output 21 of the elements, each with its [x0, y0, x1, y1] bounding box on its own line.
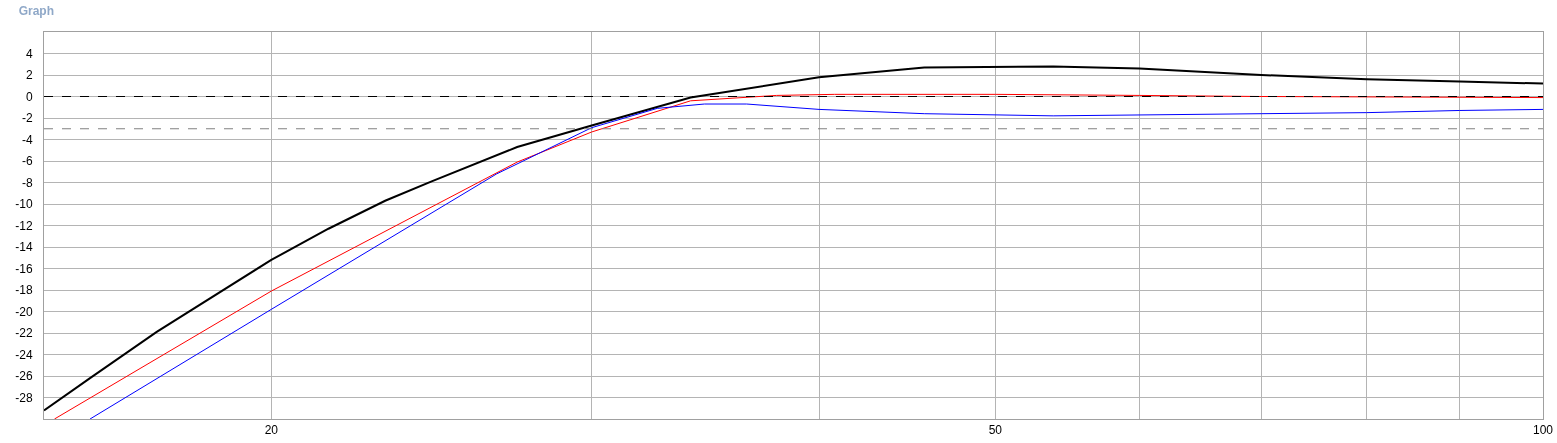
- y-tick-label: -8: [21, 175, 33, 190]
- y-tick-label: 4: [25, 46, 33, 61]
- y-tick-label: -18: [15, 283, 33, 298]
- y-tick-label: -24: [15, 347, 33, 362]
- y-tick-label: 2: [25, 68, 33, 83]
- x-tick-label: 20: [264, 423, 279, 438]
- y-tick-label: -4: [21, 132, 33, 147]
- y-tick-label: -28: [15, 390, 33, 405]
- x-tick-label: 100: [1532, 423, 1554, 438]
- y-tick-label: -16: [15, 261, 33, 276]
- x-tick-label: 50: [988, 423, 1003, 438]
- y-tick-label: -22: [15, 326, 33, 341]
- chart-title: Graph: [18, 4, 55, 19]
- y-tick-label: -2: [21, 111, 33, 126]
- y-tick-label: -12: [15, 218, 33, 233]
- y-tick-label: -10: [15, 197, 33, 212]
- y-tick-label: -20: [15, 304, 33, 319]
- y-tick-label: -26: [15, 369, 33, 384]
- y-tick-label: -14: [15, 240, 33, 255]
- y-tick-label: 0: [25, 89, 33, 104]
- y-tick-label: -6: [21, 154, 33, 169]
